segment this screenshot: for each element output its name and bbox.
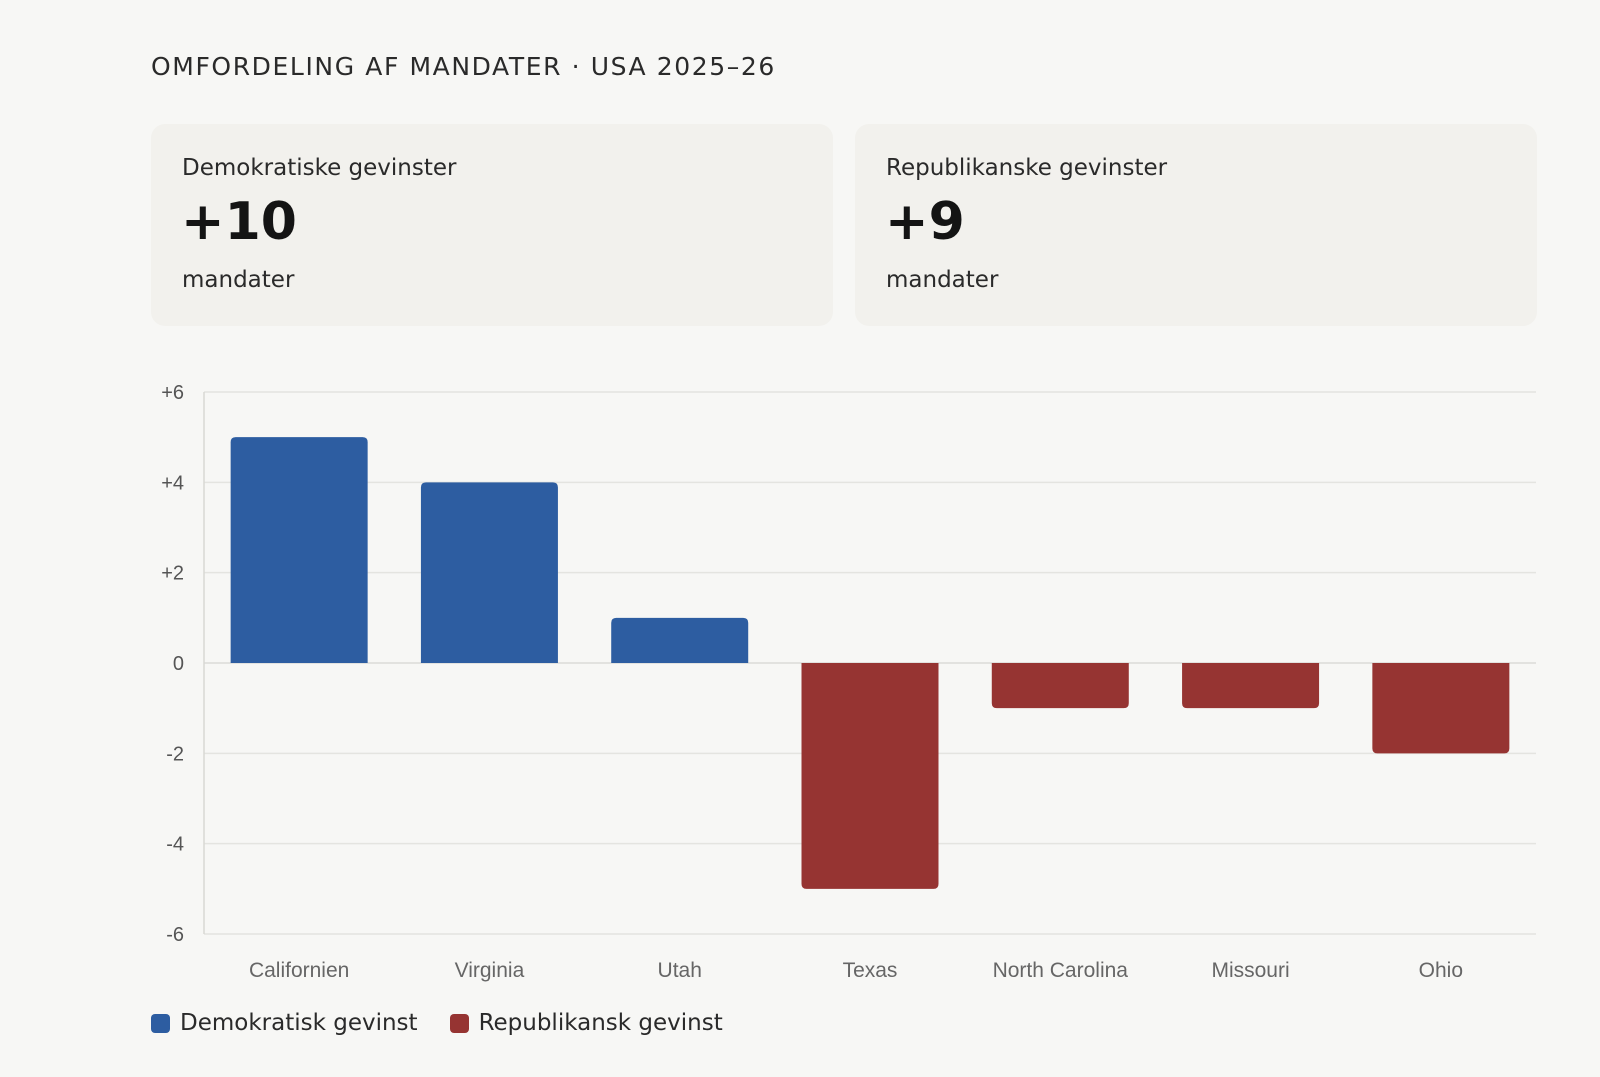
x-tick-label: Utah — [658, 959, 702, 982]
x-tick-label: Californien — [249, 959, 349, 982]
bar-missouri — [1182, 663, 1320, 709]
bar-utah — [611, 617, 749, 663]
democratic-gains-card: Demokratiske gevinster +10 mandater — [151, 124, 833, 326]
y-tick-label: 0 — [173, 653, 184, 675]
legend-item-republican: Republikansk gevinst — [449, 1010, 723, 1036]
chart-title: OMFORDELING AF MANDATER · USA 2025–26 — [151, 52, 776, 81]
y-tick-label: +6 — [161, 382, 184, 404]
democratic-gains-label: Demokratiske gevinster — [182, 155, 457, 181]
x-tick-label: Missouri — [1211, 959, 1289, 982]
y-tick-label: +2 — [161, 563, 184, 585]
legend-swatch-republican — [449, 1013, 469, 1033]
bar-ohio — [1372, 663, 1510, 754]
bar-north-carolina — [991, 663, 1129, 709]
y-tick-label: +4 — [161, 472, 184, 494]
legend-label-democratic: Demokratisk gevinst — [180, 1010, 418, 1036]
republican-gains-card: Republikanske gevinster +9 mandater — [855, 124, 1537, 326]
x-tick-label: North Carolina — [993, 959, 1129, 982]
legend-label-republican: Republikansk gevinst — [478, 1010, 723, 1036]
x-tick-label: Texas — [843, 959, 898, 982]
y-tick-label: -4 — [166, 834, 184, 856]
bar-californien — [230, 437, 368, 663]
x-tick-label: Ohio — [1419, 959, 1463, 982]
x-tick-label: Virginia — [455, 959, 525, 982]
bar-virginia — [420, 482, 558, 663]
republican-gains-label: Republikanske gevinster — [886, 155, 1168, 181]
y-tick-label: -6 — [166, 924, 184, 946]
y-tick-label: -2 — [166, 743, 184, 765]
democratic-gains-value: +10 — [181, 192, 297, 252]
democratic-gains-unit: mandater — [182, 267, 295, 293]
legend-swatch-democratic — [151, 1013, 170, 1033]
bar-texas — [801, 663, 939, 889]
republican-gains-unit: mandater — [886, 267, 999, 293]
legend-item-democratic: Demokratisk gevinst — [151, 1010, 418, 1036]
republican-gains-value: +9 — [885, 192, 965, 252]
chart-legend: Demokratisk gevinst Republikansk gevinst — [151, 1010, 755, 1036]
seat-change-bar-chart: +6 +4 +2 0 -2 -4 -6 Californien Virginia Utah Texa… — [161, 382, 1536, 982]
